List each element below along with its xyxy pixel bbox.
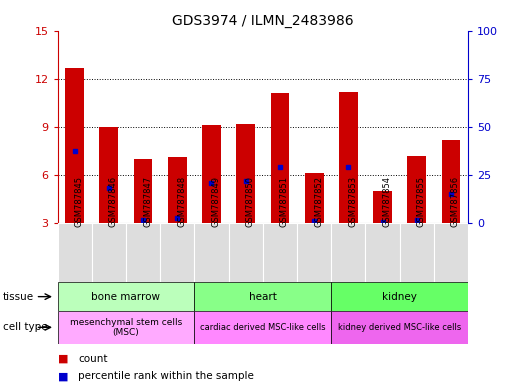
Text: GSM787850: GSM787850 [246,177,255,227]
Text: GSM787854: GSM787854 [382,177,392,227]
FancyBboxPatch shape [400,223,434,282]
Text: GSM787853: GSM787853 [348,176,357,227]
FancyBboxPatch shape [195,282,331,311]
Text: mesenchymal stem cells
(MSC): mesenchymal stem cells (MSC) [70,318,182,337]
Text: count: count [78,354,108,364]
FancyBboxPatch shape [92,223,126,282]
Bar [305,173,324,223]
Text: cardiac derived MSC-like cells: cardiac derived MSC-like cells [200,323,326,332]
Bar [270,93,289,223]
Text: GSM787855: GSM787855 [417,177,426,227]
Bar [99,127,118,223]
Bar [65,68,84,223]
FancyBboxPatch shape [58,311,195,344]
Text: GSM787845: GSM787845 [75,177,84,227]
Text: GSM787852: GSM787852 [314,177,323,227]
FancyBboxPatch shape [366,223,400,282]
FancyBboxPatch shape [297,223,331,282]
FancyBboxPatch shape [160,223,195,282]
Text: GSM787847: GSM787847 [143,176,152,227]
Text: kidney: kidney [382,291,417,302]
FancyBboxPatch shape [195,311,331,344]
Text: GSM787851: GSM787851 [280,177,289,227]
FancyBboxPatch shape [126,223,160,282]
Text: tissue: tissue [3,291,34,302]
Text: GSM787856: GSM787856 [451,176,460,227]
Text: percentile rank within the sample: percentile rank within the sample [78,371,254,381]
FancyBboxPatch shape [331,311,468,344]
FancyBboxPatch shape [434,223,468,282]
FancyBboxPatch shape [229,223,263,282]
FancyBboxPatch shape [331,223,366,282]
Text: ■: ■ [58,371,68,381]
Bar [407,156,426,223]
Text: heart: heart [249,291,277,302]
FancyBboxPatch shape [263,223,297,282]
FancyBboxPatch shape [331,282,468,311]
Bar [441,139,460,223]
Text: cell type: cell type [3,322,47,333]
Text: GSM787848: GSM787848 [177,176,186,227]
Text: ■: ■ [58,354,68,364]
Bar [373,191,392,223]
FancyBboxPatch shape [58,282,195,311]
Bar [134,159,153,223]
Text: GSM787849: GSM787849 [211,177,221,227]
Bar [236,124,255,223]
Text: GSM787846: GSM787846 [109,176,118,227]
Text: kidney derived MSC-like cells: kidney derived MSC-like cells [338,323,461,332]
Bar [168,157,187,223]
FancyBboxPatch shape [58,223,92,282]
Bar [339,91,358,223]
FancyBboxPatch shape [195,223,229,282]
Bar [202,125,221,223]
Title: GDS3974 / ILMN_2483986: GDS3974 / ILMN_2483986 [172,14,354,28]
Text: bone marrow: bone marrow [92,291,161,302]
